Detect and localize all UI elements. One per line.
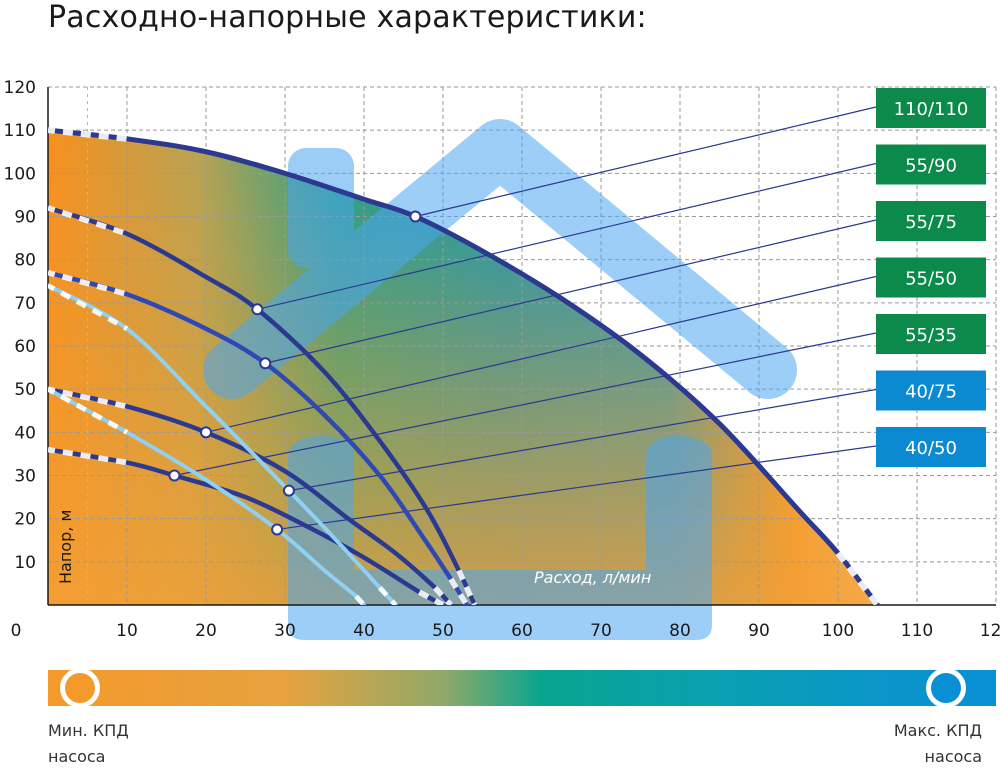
- pump-curves-chart: 110/110 55/90 55/75 55/50 55/35 40/75 40/50 10…: [4, 78, 1000, 641]
- y-tick-label: 60: [14, 337, 36, 357]
- series-curve-dash-start: [48, 386, 128, 410]
- series-badge: 55/75: [876, 201, 986, 241]
- series-leader-line: [277, 445, 877, 531]
- series-leader-line: [288, 388, 877, 492]
- series-badge-label: 55/35: [905, 325, 957, 346]
- series-leader-line: [257, 162, 877, 310]
- series-curve: [48, 447, 446, 605]
- x-tick-label: 50: [432, 621, 454, 641]
- x-tick-label: 30: [274, 621, 296, 641]
- series-badge: 40/75: [876, 370, 986, 411]
- series-badge-label: 110/110: [894, 99, 969, 120]
- series-curve-dash-end: [835, 551, 880, 605]
- series-badge-box: [876, 144, 986, 185]
- x-tick-label: 80: [669, 621, 691, 641]
- x-tick-label: 40: [353, 621, 375, 641]
- series-marker: [168, 469, 181, 482]
- series-badge-label: 55/75: [905, 212, 957, 233]
- y-tick-label: 40: [14, 423, 36, 443]
- series-badge-label: 40/75: [905, 382, 957, 403]
- series-badge-box: [876, 201, 986, 241]
- series-curve: [48, 205, 477, 605]
- series-badge-box: [876, 427, 986, 467]
- x-tick-label: 0: [11, 621, 22, 641]
- series-badge: 110/110: [876, 88, 986, 128]
- min-efficiency-label-line2: насоса: [48, 747, 106, 766]
- series-marker: [409, 210, 422, 223]
- y-tick-label: 50: [14, 380, 36, 400]
- series-curve-dash-end: [354, 594, 366, 605]
- min-efficiency-label-line1: Мин. КПД: [48, 721, 129, 740]
- max-efficiency-label-line2: насоса: [924, 747, 982, 766]
- series-badge: 55/90: [876, 144, 986, 185]
- series-curve-dash-start: [48, 446, 128, 466]
- series-curve-dash-end: [377, 586, 398, 605]
- series-badge: 55/35: [876, 314, 986, 354]
- house-roof-icon: [203, 119, 797, 399]
- x-tick-label: 90: [748, 621, 770, 641]
- series-leader-line: [174, 332, 877, 477]
- house-body-icon: [288, 436, 712, 640]
- y-tick-label: 90: [14, 208, 36, 228]
- max-efficiency-label-line1: Макс. КПД: [893, 721, 982, 740]
- series-badge-box: [876, 314, 986, 354]
- series-marker: [200, 426, 212, 439]
- min-efficiency-label: Мин. КПД насоса: [48, 718, 129, 770]
- y-tick-label: 30: [14, 467, 36, 487]
- x-tick-label: 10: [116, 621, 138, 641]
- series-curve-dash-end: [456, 569, 478, 605]
- series-curve-dash-end: [448, 577, 470, 605]
- series-curve-dash-end: [417, 589, 445, 605]
- series-badge-box: [876, 370, 986, 411]
- series-curve-dash-end: [433, 585, 453, 605]
- x-tick-label: 70: [590, 621, 612, 641]
- series-marker: [271, 523, 284, 536]
- max-efficiency-label: Макс. КПД насоса: [894, 718, 982, 770]
- series-curve-dash-start: [48, 283, 129, 331]
- page-title: Расходно-напорные характеристики:: [48, 0, 647, 35]
- series-curve-dash-start: [48, 205, 128, 237]
- max-efficiency-marker: [926, 668, 966, 708]
- efficiency-gradient-bar: [48, 670, 996, 706]
- series-marker: [282, 484, 295, 497]
- x-tick-label: 120: [980, 621, 1000, 641]
- series-badge: 40/50: [876, 427, 986, 467]
- y-tick-label: 100: [4, 164, 36, 184]
- series-leader-line: [415, 106, 877, 218]
- series-badge-label: 55/90: [905, 156, 957, 177]
- x-tick-label: 20: [195, 621, 217, 641]
- series-badge-box: [876, 88, 986, 128]
- y-axis-label: Напор, м: [56, 510, 75, 584]
- series-badge-label: 55/50: [905, 269, 957, 290]
- series-curve-dash-start: [48, 269, 128, 297]
- series-curve-dash-start: [48, 386, 129, 435]
- series-badge-box: [876, 257, 986, 298]
- series-marker: [251, 303, 264, 316]
- series-marker: [259, 357, 272, 370]
- series-curve: [48, 386, 454, 605]
- min-efficiency-marker: [60, 668, 100, 708]
- x-tick-label: 100: [822, 621, 854, 641]
- x-tick-label: 110: [901, 621, 933, 641]
- y-tick-label: 70: [14, 294, 36, 314]
- y-tick-label: 10: [14, 553, 36, 573]
- x-tick-label: 60: [511, 621, 533, 641]
- series-badge: 55/50: [876, 257, 986, 298]
- y-tick-label: 80: [14, 251, 36, 271]
- x-axis-label: Расход, л/мин: [534, 568, 651, 587]
- house-chimney-icon: [288, 148, 354, 268]
- y-tick-label: 20: [14, 510, 36, 530]
- y-tick-label: 120: [4, 78, 36, 98]
- y-tick-label: 110: [4, 121, 36, 141]
- series-badge-label: 40/50: [905, 438, 957, 459]
- series-leader-line: [265, 219, 877, 364]
- series-curve: [48, 127, 880, 605]
- series-curve-dash-start: [48, 127, 128, 142]
- series-curve: [48, 270, 469, 605]
